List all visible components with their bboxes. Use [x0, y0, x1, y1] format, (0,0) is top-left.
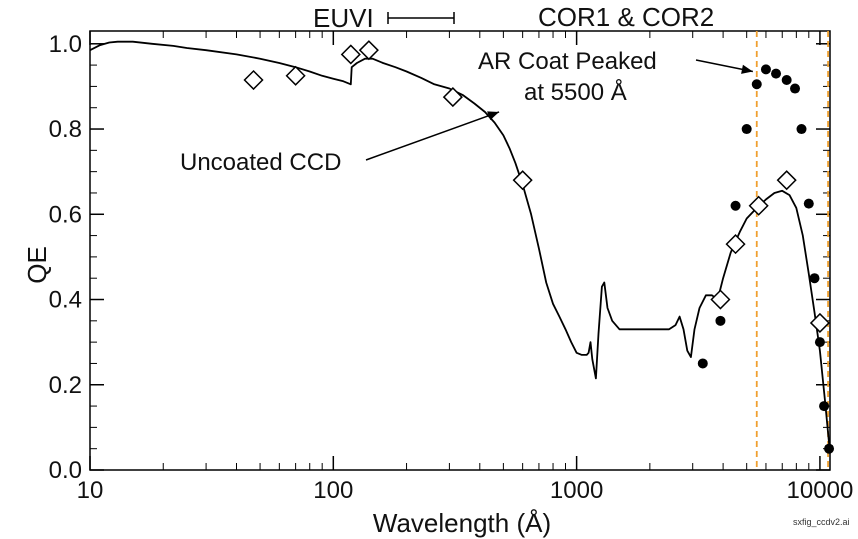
- data-point-diamond: [778, 171, 796, 189]
- y-tick-label: 0.2: [49, 372, 82, 399]
- y-axis-title: QE: [22, 246, 52, 284]
- y-tick-label: 1.0: [49, 31, 82, 58]
- arrow-uncoated-ccd: [366, 112, 499, 160]
- annotation-ar-coat: AR Coat Peaked: [478, 48, 657, 75]
- data-point-diamond: [811, 314, 829, 332]
- data-point-ar-coat: [804, 199, 814, 209]
- plot-area: 0.00.20.40.60.81.010 100 1000 10000: [49, 31, 854, 504]
- y-tick-label: 0.6: [49, 201, 82, 228]
- y-tick-label: 0.4: [49, 287, 82, 314]
- data-point-ar-coat: [797, 124, 807, 134]
- annotation-arrows: [366, 60, 753, 160]
- data-point-diamond: [245, 71, 263, 89]
- euvi-range-bracket: [388, 12, 454, 24]
- x-tick-label: 1000: [550, 477, 603, 504]
- data-point-diamond: [711, 291, 729, 309]
- data-point-ar-coat: [771, 69, 781, 79]
- arrow-uncoated-ccd-head: [487, 111, 499, 120]
- annotation-uncoated-ccd: Uncoated CCD: [180, 149, 341, 176]
- data-point-ar-coat: [782, 75, 792, 85]
- data-point-diamond: [514, 171, 532, 189]
- x-tick-label: 10: [77, 477, 104, 504]
- data-point-ar-coat: [752, 79, 762, 89]
- x-tick-label: 100: [313, 477, 353, 504]
- data-point-ar-coat: [761, 64, 771, 74]
- data-point-ar-coat: [819, 401, 829, 411]
- data-point-diamond: [727, 235, 745, 253]
- data-point-ar-coat: [742, 124, 752, 134]
- data-point-ar-coat: [790, 84, 800, 94]
- cor-label: COR1 & COR2: [538, 2, 714, 32]
- euvi-label: EUVI: [313, 3, 374, 33]
- data-point-ar-coat: [698, 358, 708, 368]
- series-line-uncoated-ccd: [90, 42, 830, 453]
- top-labels: EUVI COR1 & COR2: [313, 2, 714, 33]
- annotation-ar-coat-wavelength: at 5500 Å: [524, 78, 627, 106]
- x-tick-label: 10000: [787, 477, 854, 504]
- y-tick-label: 0.8: [49, 116, 82, 143]
- data-point-diamond: [342, 45, 360, 63]
- data-point-ar-coat: [824, 444, 834, 454]
- x-axis-title: Wavelength (Å): [373, 508, 551, 538]
- arrow-ar-coat-head: [741, 65, 753, 74]
- data-point-ar-coat: [810, 273, 820, 283]
- figure-filename: sxfig_ccdv2.ai: [793, 517, 850, 527]
- data-point-diamond: [360, 41, 378, 59]
- data-point-ar-coat: [731, 201, 741, 211]
- data-point-ar-coat: [715, 316, 725, 326]
- data-point-ar-coat: [815, 337, 825, 347]
- data-point-diamond: [444, 88, 462, 106]
